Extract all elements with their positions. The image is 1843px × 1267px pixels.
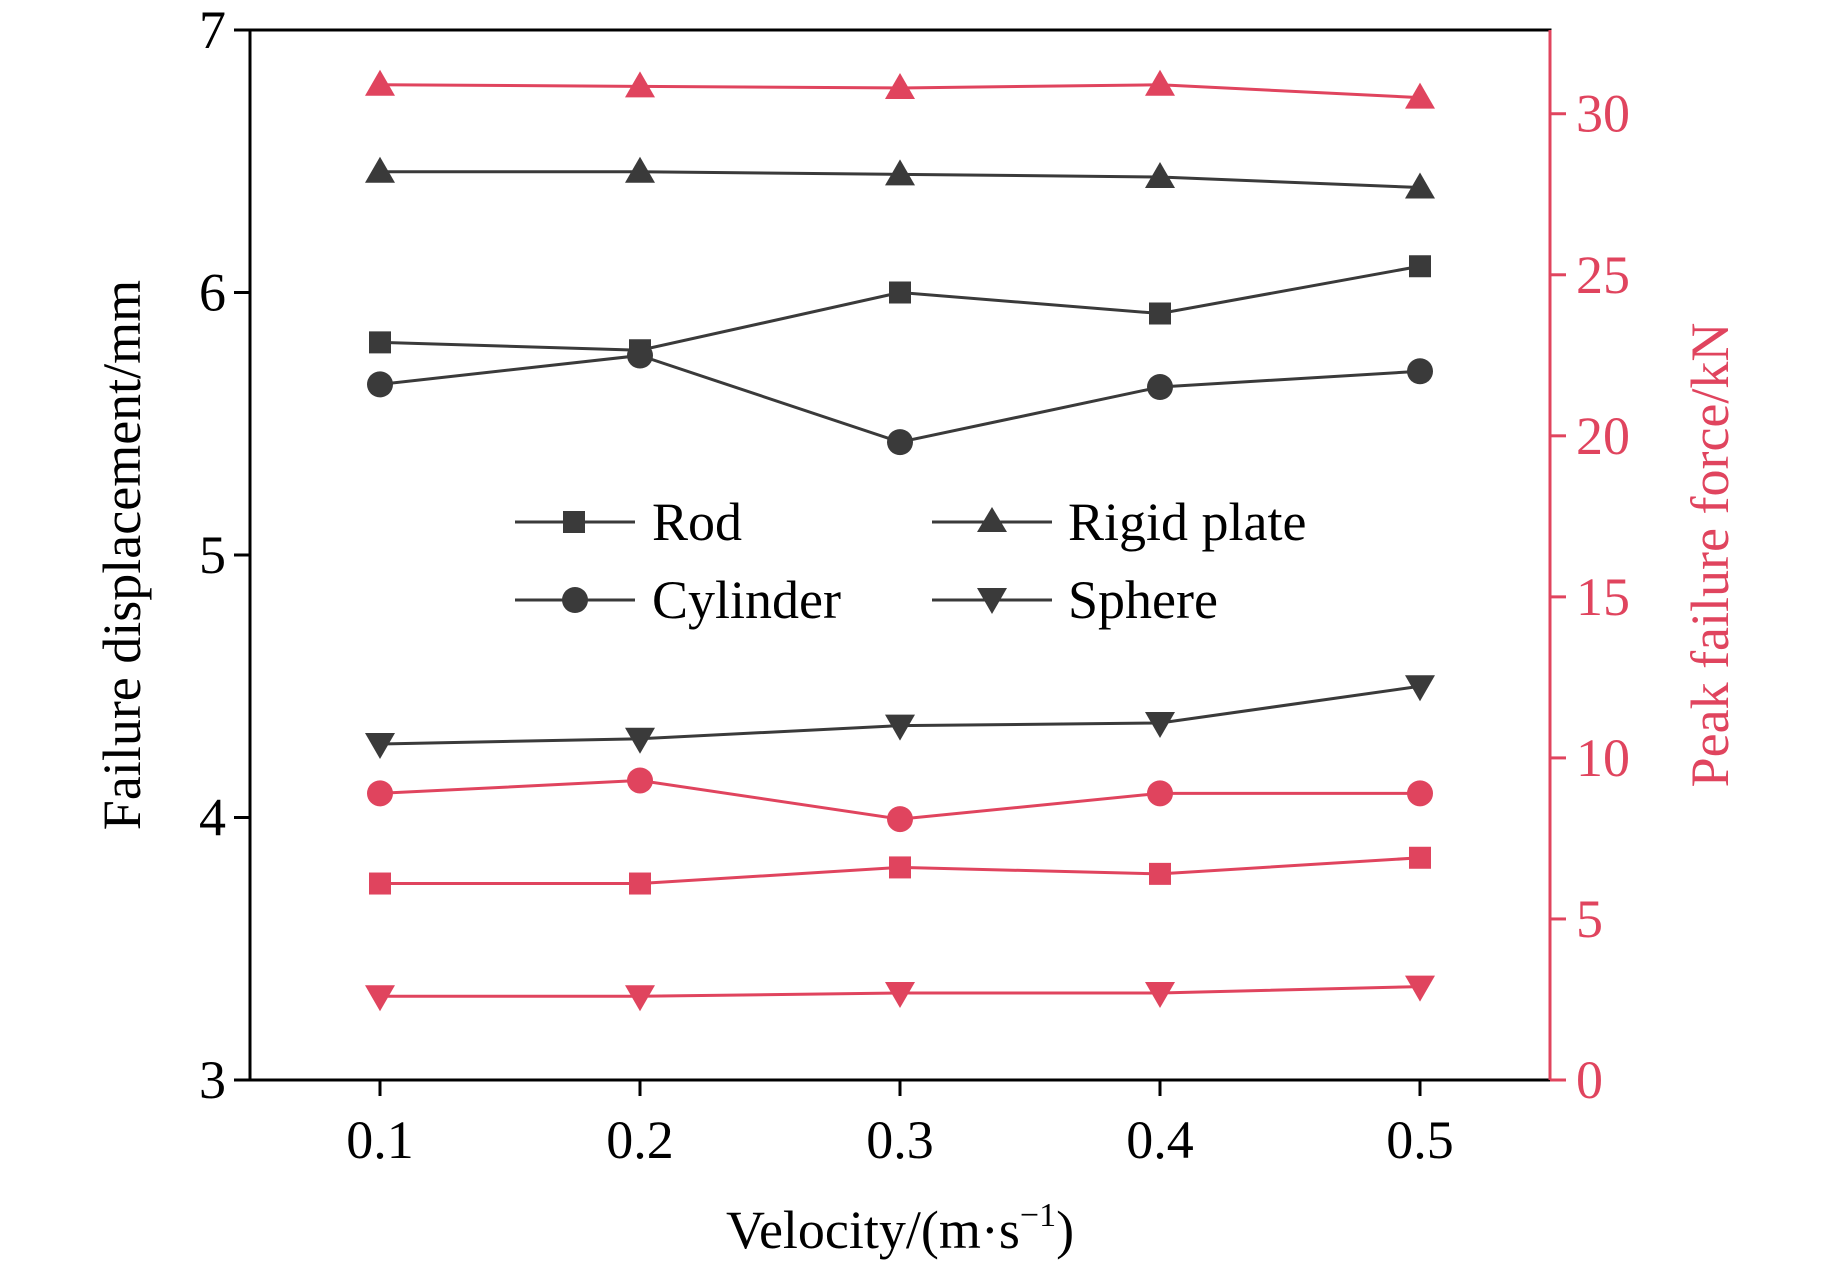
data-point-cylinder: [1147, 374, 1173, 400]
data-point-cylinder: [1407, 358, 1433, 385]
data-point-cylinder-force: [627, 767, 653, 794]
plot-frame: [248, 28, 1552, 1082]
data-point-rigid-plate: [885, 159, 915, 186]
legend-marker-circle: [562, 587, 588, 613]
data-point-rigid-plate: [625, 156, 655, 183]
legend-item-cylinder: Cylinder: [515, 570, 841, 630]
data-point-rod-force: [889, 856, 911, 879]
data-point-rigid-plate-force: [1405, 82, 1435, 109]
x-axis-title-end: ): [1056, 1200, 1074, 1260]
legend-item-sphere: Sphere: [932, 570, 1218, 630]
data-point-rigid-plate-force: [885, 72, 915, 99]
data-point-rod-force: [1409, 846, 1431, 869]
data-point-rod-force: [1149, 862, 1171, 885]
data-point-sphere: [365, 733, 395, 759]
data-point-sphere: [885, 714, 915, 741]
legend-marker-square: [563, 511, 585, 533]
legend: Rod Rigid plate Cylinder Sphere: [515, 492, 1306, 630]
legend-item-rigid-plate: Rigid plate: [932, 492, 1306, 552]
legend-label-sphere: Sphere: [1068, 570, 1218, 630]
series-rigid-plate: [365, 156, 1435, 199]
series-cylinder-force: [367, 767, 1433, 833]
data-point-rod: [1409, 255, 1431, 278]
data-point-rod: [889, 281, 911, 304]
y2-tick-label: 10: [1576, 728, 1630, 788]
data-point-cylinder: [367, 371, 393, 398]
data-point-rigid-plate: [1145, 162, 1175, 188]
y2-tick-label: 0: [1576, 1050, 1603, 1110]
x-axis-title-superscript: −1: [1020, 1197, 1056, 1234]
data-point-sphere-force: [625, 985, 655, 1012]
x-tick-label: 0.1: [346, 1110, 414, 1170]
legend-marker-triangle-down: [977, 588, 1007, 614]
data-point-sphere-force: [1405, 975, 1435, 1002]
data-point-sphere: [1405, 675, 1435, 702]
series-sphere-force: [365, 975, 1435, 1012]
series-sphere: [365, 675, 1435, 759]
y-axis-title: Failure displacement/mm: [92, 280, 152, 830]
y-tick-label: 4: [199, 788, 226, 848]
x-axis-title-main: Velocity/(m·s: [726, 1200, 1020, 1260]
x-tick-label: 0.3: [866, 1110, 934, 1170]
y2-tick-label: 20: [1576, 406, 1630, 466]
data-point-sphere-force: [1145, 982, 1175, 1009]
data-point-sphere: [625, 727, 655, 754]
y2-tick-label: 15: [1576, 567, 1630, 627]
legend-label-rod: Rod: [652, 492, 742, 552]
data-point-cylinder-force: [887, 806, 913, 833]
data-point-rigid-plate: [1405, 172, 1435, 199]
y-tick-label: 6: [199, 263, 226, 323]
data-point-rigid-plate-force: [1145, 69, 1175, 96]
data-point-rod: [369, 331, 391, 354]
y2-axis-title: Peak failure force/kN: [1680, 323, 1740, 788]
x-tick-label: 0.5: [1386, 1110, 1454, 1170]
data-point-rod: [1149, 302, 1171, 325]
data-point-cylinder-force: [1147, 780, 1173, 807]
y-tick-label: 3: [199, 1050, 226, 1110]
data-point-cylinder-force: [1407, 780, 1433, 807]
data-point-cylinder: [627, 342, 653, 369]
y2-tick-label: 5: [1576, 889, 1603, 949]
series-rod: [369, 255, 1431, 362]
y2-tick-label: 30: [1576, 84, 1630, 144]
legend-marker-triangle-up: [977, 507, 1007, 532]
series-line-rod: [379, 264, 1421, 352]
data-point-cylinder: [887, 429, 913, 456]
series-rigid-plate-force: [365, 69, 1435, 109]
legend-item-rod: Rod: [515, 492, 742, 552]
series-rod-force: [369, 846, 1431, 895]
legend-label-cylinder: Cylinder: [652, 570, 841, 630]
data-point-rod-force: [369, 872, 391, 895]
x-axis-title: Velocity/(m·s−1): [726, 1197, 1074, 1260]
data-point-sphere-force: [365, 985, 395, 1012]
x-tick-label: 0.2: [606, 1110, 674, 1170]
data-point-cylinder-force: [367, 780, 393, 807]
data-point-sphere-force: [885, 982, 915, 1009]
y-tick-label: 7: [199, 0, 226, 60]
data-point-rigid-plate-force: [365, 69, 395, 96]
legend-label-rigid-plate: Rigid plate: [1068, 492, 1306, 552]
series-cylinder: [367, 342, 1433, 456]
data-point-rod-force: [629, 872, 651, 895]
y2-tick-label: 25: [1576, 245, 1630, 305]
y-tick-label: 5: [199, 525, 226, 585]
x-tick-label: 0.4: [1126, 1110, 1194, 1170]
data-point-rigid-plate: [365, 156, 395, 183]
data-point-sphere: [1145, 712, 1175, 738]
data-point-rigid-plate-force: [625, 71, 655, 98]
